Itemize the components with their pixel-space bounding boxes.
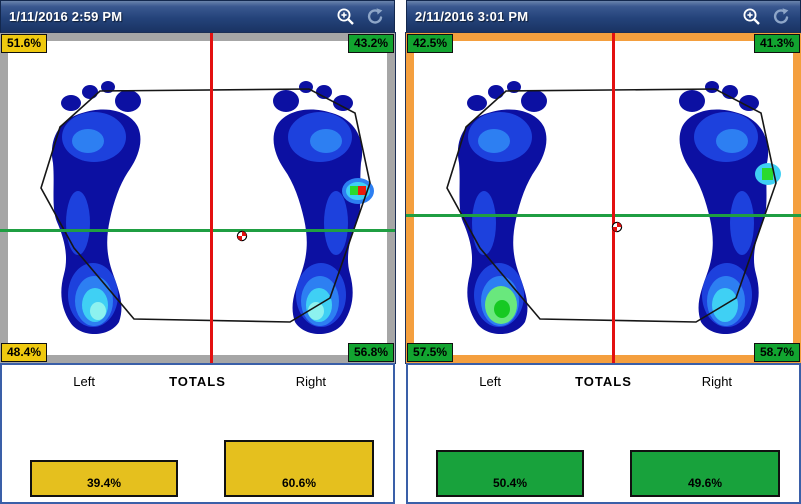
left-total-bar: 50.4% (436, 450, 584, 497)
pressure-heatmap (40, 81, 374, 334)
horizontal-center-line (0, 229, 395, 232)
pressure-plot: 51.6% 43.2% 48.4% 56.8% (0, 33, 395, 363)
corner-load-top-right: 41.3% (753, 34, 800, 53)
session-timestamp: 1/11/2016 2:59 PM (9, 9, 123, 24)
left-total-bar: 39.4% (30, 460, 178, 497)
vertical-center-line (612, 33, 615, 363)
corner-load-bottom-right: 56.8% (347, 343, 394, 362)
cop-marker (611, 221, 623, 233)
refresh-icon[interactable] (365, 7, 385, 27)
totals-bar-chart: 50.4% 49.6% (408, 427, 799, 497)
corner-load-top-left: 51.6% (1, 34, 48, 53)
corner-load-bottom-right: 58.7% (753, 343, 800, 362)
session-panel-left: 1/11/2016 2:59 PM (0, 0, 395, 504)
corner-load-top-right: 43.2% (347, 34, 394, 53)
horizontal-center-line (406, 214, 801, 217)
right-total-bar: 60.6% (224, 440, 374, 497)
cop-marker (236, 230, 248, 242)
corner-load-bottom-left: 48.4% (1, 343, 48, 362)
bar-value-label: 50.4% (492, 476, 528, 490)
convex-hull-outline (446, 88, 777, 323)
pressure-plot: 42.5% 41.3% 57.5% 58.7% (406, 33, 801, 363)
totals-bar-chart: 39.4% 60.6% (2, 427, 393, 497)
corner-load-bottom-left: 57.5% (407, 343, 454, 362)
bar-value-label: 49.6% (687, 476, 723, 490)
totals-title: TOTALS (575, 374, 632, 389)
totals-section: Left TOTALS Right 50.4% 49.6% (406, 363, 801, 504)
header-toolbar (336, 7, 394, 27)
header-toolbar (742, 7, 800, 27)
convex-hull-outline (40, 88, 371, 323)
right-total-bar: 49.6% (630, 450, 780, 497)
zoom-in-icon[interactable] (742, 7, 762, 27)
left-column-label: Left (479, 374, 501, 389)
bar-value-label: 60.6% (281, 476, 317, 490)
session-timestamp: 2/11/2016 3:01 PM (415, 9, 529, 24)
bar-value-label: 39.4% (86, 476, 122, 490)
session-header: 2/11/2016 3:01 PM (406, 0, 801, 33)
vertical-center-line (210, 33, 213, 363)
corner-load-top-left: 42.5% (407, 34, 454, 53)
session-panel-right: 2/11/2016 3:01 PM (406, 0, 801, 504)
session-header: 1/11/2016 2:59 PM (0, 0, 395, 33)
right-column-label: Right (701, 374, 733, 389)
totals-title: TOTALS (169, 374, 226, 389)
refresh-icon[interactable] (771, 7, 791, 27)
totals-section: Left TOTALS Right 39.4% 60.6% (0, 363, 395, 504)
zoom-in-icon[interactable] (336, 7, 356, 27)
left-column-label: Left (73, 374, 95, 389)
pressure-heatmap (446, 81, 781, 334)
right-column-label: Right (295, 374, 327, 389)
